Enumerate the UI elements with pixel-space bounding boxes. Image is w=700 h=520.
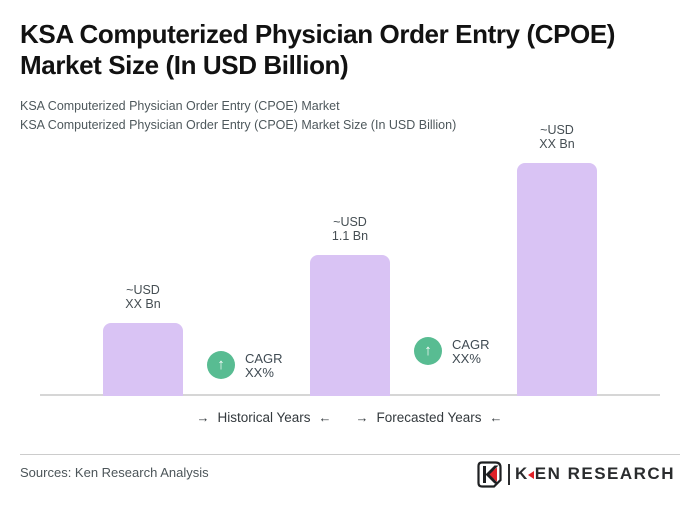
bar-value-label: ~USD XX Bn bbox=[539, 123, 575, 151]
axis-zone-forecasted: → Forecasted Years ← bbox=[355, 410, 502, 426]
sources-text: Sources: Ken Research Analysis bbox=[20, 465, 209, 480]
page-title-line-1: KSA Computerized Physician Order Entry (… bbox=[20, 19, 616, 49]
logo-text-rest: EN RESEARCH bbox=[534, 464, 675, 483]
bar-value-label: ~USD 1.1 Bn bbox=[331, 215, 369, 243]
chart-subtitle: KSA Computerized Physician Order Entry (… bbox=[20, 97, 680, 134]
logo-separator bbox=[507, 463, 510, 485]
cagr-annotation-2: ↑ CAGR XX% bbox=[414, 337, 534, 367]
axis-zone-label: Forecasted Years bbox=[376, 410, 482, 425]
cagr-annotation-1: ↑ CAGR XX% bbox=[207, 351, 327, 381]
footer-divider bbox=[20, 454, 680, 455]
page-title-line-2: Market Size (In USD Billion) bbox=[20, 50, 349, 80]
chart-subtitle-line-1: KSA Computerized Physician Order Entry (… bbox=[20, 99, 340, 113]
bar-chart: ~USD XX Bn ~USD 1.1 Bn ~USD XX Bn ↑ CAGR… bbox=[40, 123, 660, 426]
chart-subtitle-line-2: KSA Computerized Physician Order Entry (… bbox=[20, 117, 457, 132]
bar-base-year bbox=[310, 255, 390, 396]
up-arrow-circle-icon: ↑ bbox=[414, 337, 442, 365]
up-arrow-circle-icon: ↑ bbox=[207, 351, 235, 379]
left-arrow-icon: ← bbox=[318, 410, 332, 425]
logo-text: K EN RESEARCH bbox=[515, 464, 675, 484]
left-arrow-icon: ← bbox=[489, 410, 503, 425]
up-arrow-icon: ↑ bbox=[217, 356, 225, 373]
bar-historical bbox=[103, 323, 183, 396]
page-title: KSA Computerized Physician Order Entry (… bbox=[20, 19, 680, 81]
logo-text-k: K bbox=[514, 464, 529, 483]
cagr-label: CAGR XX% bbox=[245, 351, 283, 380]
bar-forecast bbox=[517, 163, 597, 396]
right-arrow-icon: → bbox=[196, 410, 210, 425]
red-wedge-icon bbox=[527, 470, 534, 479]
up-arrow-icon: ↑ bbox=[424, 342, 432, 359]
right-arrow-icon: → bbox=[355, 410, 369, 425]
axis-zone-label: Historical Years bbox=[217, 410, 311, 425]
cagr-label: CAGR XX% bbox=[452, 337, 490, 366]
ken-research-logo: K EN RESEARCH bbox=[477, 460, 675, 488]
bar-value-label: ~USD XX Bn bbox=[125, 283, 161, 311]
axis-zone-historical: → Historical Years ← bbox=[196, 410, 331, 426]
ken-research-emblem-icon bbox=[477, 460, 502, 488]
